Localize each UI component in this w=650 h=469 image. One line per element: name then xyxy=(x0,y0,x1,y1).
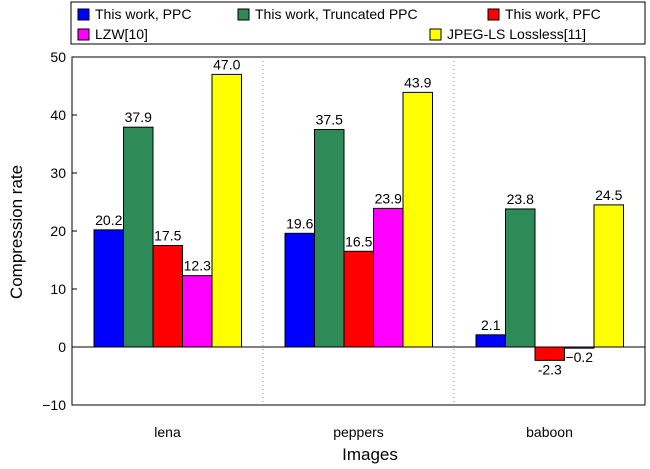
bar xyxy=(211,73,242,348)
x-tick-label: baboon xyxy=(526,424,573,440)
data-label: −0.2 xyxy=(565,349,593,365)
data-label: 2.1 xyxy=(481,317,501,333)
y-tick-label: 50 xyxy=(50,49,66,65)
data-label: 16.5 xyxy=(345,233,372,249)
data-label: 20.2 xyxy=(95,212,122,228)
bar xyxy=(402,91,433,348)
x-tick-label: peppers xyxy=(333,424,384,440)
legend-entry: JPEG-LS Lossless[11] xyxy=(447,26,586,42)
data-label: 23.9 xyxy=(375,190,402,206)
bar xyxy=(475,334,506,348)
legend-frame xyxy=(70,1,646,45)
legend-swatch xyxy=(77,8,90,21)
data-label: 19.6 xyxy=(286,215,313,231)
legend-entry: This work, PFC xyxy=(505,6,601,22)
bar xyxy=(373,207,404,348)
bar xyxy=(314,129,345,348)
bar xyxy=(93,229,124,348)
y-tick-label: 10 xyxy=(50,281,66,297)
bar xyxy=(284,232,315,348)
data-label: 43.9 xyxy=(404,74,431,90)
data-label: 37.9 xyxy=(125,109,152,125)
y-tick-label: −10 xyxy=(42,397,66,413)
data-label: 47.0 xyxy=(213,56,240,72)
legend: This work, PPC This work, Truncated PPC Th… xyxy=(70,1,646,45)
bar xyxy=(182,275,213,348)
y-tick-label: 30 xyxy=(50,165,66,181)
data-label: 37.5 xyxy=(316,112,343,128)
bar xyxy=(593,204,624,348)
data-label: 23.8 xyxy=(507,191,534,207)
legend-swatch xyxy=(237,8,250,21)
bar xyxy=(343,250,374,348)
y-axis-label: Compression rate xyxy=(7,165,26,299)
data-label: 24.5 xyxy=(595,187,622,203)
x-tick-label: lena xyxy=(154,424,181,440)
legend-entry: This work, PPC xyxy=(95,6,191,22)
plot-area: −10 0 10 20 30 40 50 20.2 37.9 17.512.3 47.0 lena 19… xyxy=(42,49,646,440)
data-label: 17.5 xyxy=(154,228,181,244)
legend-swatch xyxy=(429,28,442,41)
data-label: 12.3 xyxy=(184,258,211,274)
y-tick-label: 0 xyxy=(58,339,66,355)
legend-entry: This work, Truncated PPC xyxy=(255,6,418,22)
bar xyxy=(534,346,565,361)
x-axis-label: Images xyxy=(342,445,398,464)
y-tick-label: 40 xyxy=(50,107,66,123)
bar xyxy=(505,208,536,348)
bar xyxy=(152,245,183,348)
data-label: -2.3 xyxy=(538,361,562,377)
bar xyxy=(123,126,154,348)
legend-entry: LZW[10] xyxy=(95,26,148,42)
legend-swatch xyxy=(77,28,90,41)
legend-swatch xyxy=(487,8,500,21)
y-tick-label: 20 xyxy=(50,223,66,239)
